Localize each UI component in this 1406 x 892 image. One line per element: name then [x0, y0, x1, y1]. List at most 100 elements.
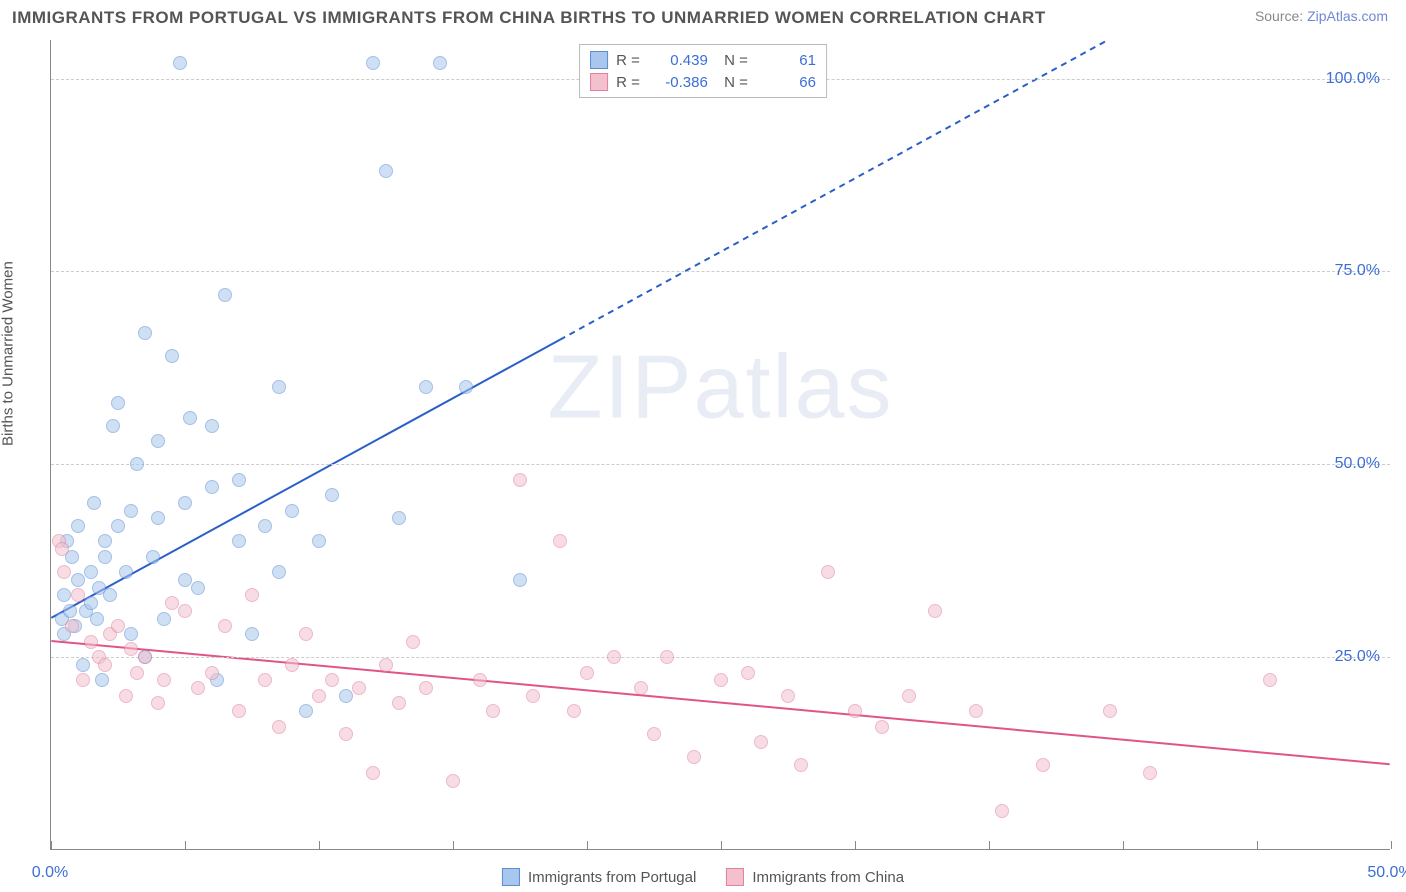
data-point [106, 419, 120, 433]
data-point [55, 542, 69, 556]
data-point [312, 689, 326, 703]
data-point [178, 496, 192, 510]
data-point [71, 519, 85, 533]
data-point [969, 704, 983, 718]
data-point [157, 612, 171, 626]
data-point [218, 619, 232, 633]
data-point [183, 411, 197, 425]
data-point [754, 735, 768, 749]
data-point [379, 658, 393, 672]
source-prefix: Source: [1255, 8, 1307, 24]
data-point [71, 573, 85, 587]
data-point [285, 658, 299, 672]
x-tick [453, 841, 454, 849]
data-point [567, 704, 581, 718]
data-point [272, 565, 286, 579]
data-point [446, 774, 460, 788]
y-tick-label: 25.0% [1335, 648, 1380, 666]
data-point [124, 627, 138, 641]
data-point [366, 56, 380, 70]
watermark: ZIPatlas [547, 336, 893, 439]
x-tick [51, 841, 52, 849]
data-point [111, 619, 125, 633]
data-point [406, 635, 420, 649]
data-point [272, 380, 286, 394]
plot-area: ZIPatlas 25.0%50.0%75.0%100.0% [50, 40, 1390, 850]
stats-legend: R =0.439 N =61R =-0.386 N =66 [579, 44, 827, 98]
data-point [84, 596, 98, 610]
data-point [794, 758, 808, 772]
y-axis-label: Births to Unmarried Women [0, 261, 17, 446]
series-legend: Immigrants from Portugal Immigrants from … [502, 868, 904, 886]
data-point [138, 326, 152, 340]
data-point [325, 673, 339, 687]
data-point [245, 627, 259, 641]
data-point [392, 511, 406, 525]
x-tick [1257, 841, 1258, 849]
gridline [51, 464, 1390, 465]
data-point [95, 673, 109, 687]
data-point [57, 588, 71, 602]
stats-row: R =-0.386 N =66 [590, 71, 816, 93]
data-point [553, 534, 567, 548]
data-point [130, 457, 144, 471]
trend-lines-layer [51, 40, 1390, 849]
data-point [245, 588, 259, 602]
x-tick [1391, 841, 1392, 849]
data-point [138, 650, 152, 664]
data-point [98, 534, 112, 548]
x-tick [319, 841, 320, 849]
data-point [87, 496, 101, 510]
r-value: -0.386 [648, 74, 708, 91]
r-label: R = [616, 52, 640, 69]
trend-line [51, 641, 1389, 764]
data-point [124, 642, 138, 656]
data-point [339, 689, 353, 703]
data-point [98, 658, 112, 672]
data-point [111, 396, 125, 410]
data-point [119, 565, 133, 579]
gridline [51, 271, 1390, 272]
data-point [272, 720, 286, 734]
data-point [660, 650, 674, 664]
data-point [232, 473, 246, 487]
n-label: N = [716, 74, 748, 91]
data-point [875, 720, 889, 734]
y-tick-label: 50.0% [1335, 455, 1380, 473]
data-point [124, 504, 138, 518]
legend-label: Immigrants from China [752, 869, 904, 886]
data-point [1036, 758, 1050, 772]
data-point [84, 635, 98, 649]
x-tick [721, 841, 722, 849]
data-point [151, 434, 165, 448]
data-point [513, 473, 527, 487]
legend-label: Immigrants from Portugal [528, 869, 696, 886]
data-point [218, 288, 232, 302]
data-point [98, 550, 112, 564]
data-point [157, 673, 171, 687]
data-point [687, 750, 701, 764]
data-point [902, 689, 916, 703]
data-point [1263, 673, 1277, 687]
data-point [205, 666, 219, 680]
data-point [299, 627, 313, 641]
x-tick [855, 841, 856, 849]
data-point [352, 681, 366, 695]
x-tick [587, 841, 588, 849]
data-point [781, 689, 795, 703]
data-point [607, 650, 621, 664]
data-point [1103, 704, 1117, 718]
data-point [205, 419, 219, 433]
data-point [821, 565, 835, 579]
data-point [165, 349, 179, 363]
data-point [339, 727, 353, 741]
data-point [76, 658, 90, 672]
x-tick-label: 50.0% [1367, 864, 1406, 882]
data-point [111, 519, 125, 533]
data-point [392, 696, 406, 710]
source-link[interactable]: ZipAtlas.com [1307, 8, 1388, 24]
chart-title: IMMIGRANTS FROM PORTUGAL VS IMMIGRANTS F… [12, 8, 1046, 28]
legend-swatch [590, 51, 608, 69]
data-point [325, 488, 339, 502]
data-point [173, 56, 187, 70]
